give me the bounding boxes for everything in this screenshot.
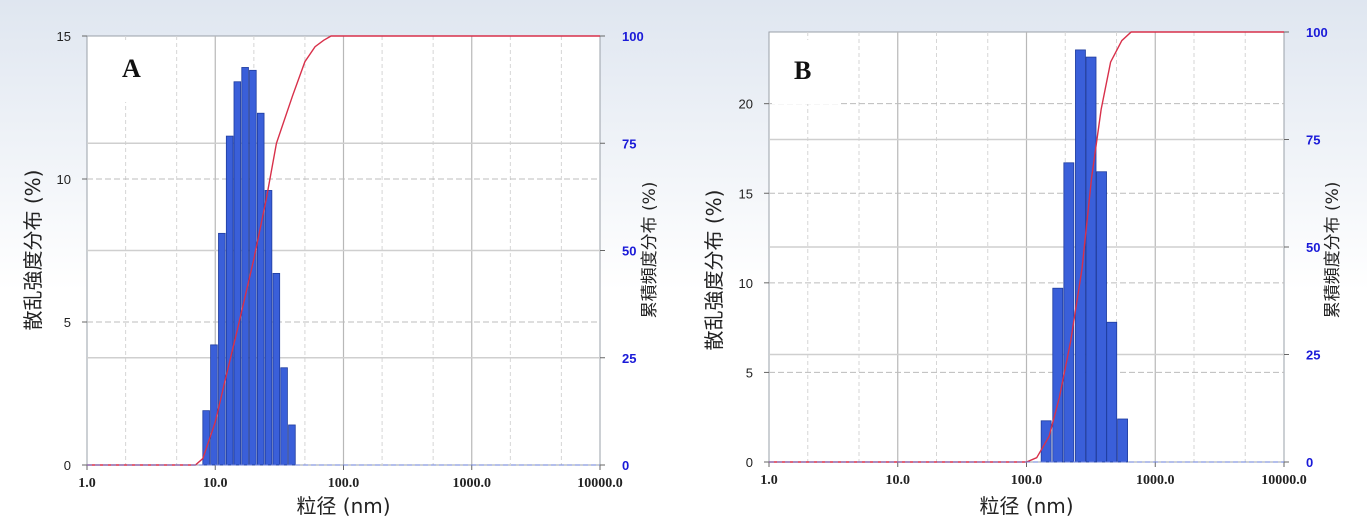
x-axis-label: 粒径 (nm) (296, 494, 390, 518)
y-axis-label-left: 散乱強度分布 (%) (21, 170, 45, 331)
y-axis-label-right: 累積頻度分布 (%) (640, 182, 660, 319)
y-tick-label-left: 0 (64, 458, 71, 473)
y-axis-label-left: 散乱強度分布 (%) (702, 190, 726, 351)
y-tick-label-left: 20 (739, 97, 753, 112)
x-tick-label: 100.0 (1011, 473, 1043, 488)
x-tick-label: 1000.0 (1136, 473, 1175, 488)
histogram-bar (1085, 56, 1097, 463)
histogram-bar (218, 232, 226, 466)
histogram-bar (1075, 49, 1086, 463)
histogram-bar (249, 69, 257, 466)
y-tick-label-right: 50 (1306, 240, 1320, 255)
y-tick-label-right: 75 (1306, 133, 1320, 148)
x-tick-label: 1000.0 (453, 476, 492, 491)
x-tick-label: 10.0 (203, 476, 228, 491)
y-tick-label-right: 50 (622, 244, 636, 259)
y-tick-label-right: 0 (1306, 455, 1313, 470)
panel-label: B (794, 56, 811, 85)
x-tick-label: 10.0 (886, 473, 911, 488)
x-tick-label: 100.0 (328, 476, 360, 491)
histogram-bar (272, 272, 281, 466)
x-tick-label: 10000.0 (1261, 473, 1307, 488)
y-tick-label-right: 25 (622, 351, 636, 366)
y-tick-label-right: 0 (622, 458, 629, 473)
histogram-bar (233, 81, 242, 466)
histogram-bar (241, 67, 249, 466)
y-tick-label-right: 75 (622, 136, 636, 151)
histogram-bar (288, 424, 296, 466)
histogram-bar (256, 112, 265, 466)
x-tick-label: 1.0 (78, 476, 96, 491)
histogram-bar (1106, 321, 1118, 463)
chart-panel-a: 1.0 10.0 100.0 1000.0 10000.0 0 5 10 15 0 25 50 75 10… (0, 0, 683, 527)
y-tick-label-left: 10 (739, 276, 753, 291)
histogram-bar (210, 344, 218, 466)
y-tick-label-right: 100 (622, 29, 644, 44)
y-axis-label-right: 累積頻度分布 (%) (1323, 182, 1343, 319)
histogram-bar (1052, 287, 1064, 463)
panel-label-box (92, 40, 162, 102)
histogram-bar (225, 135, 234, 466)
y-tick-label-left: 10 (57, 172, 71, 187)
histogram-bar (1096, 171, 1107, 463)
y-tick-label-left: 0 (746, 455, 753, 470)
histogram-bar (1063, 162, 1075, 463)
y-tick-label-right: 100 (1306, 25, 1328, 40)
y-tick-label-left: 15 (57, 29, 71, 44)
chart-a-svg: 1.0 10.0 100.0 1000.0 10000.0 0 5 10 15 0 25 50 75 10… (0, 0, 683, 527)
panel-label-box (772, 40, 840, 104)
x-axis-label: 粒径 (nm) (979, 494, 1073, 518)
y-tick-label-left: 15 (739, 186, 753, 201)
chart-panel-b: 1.0 10.0 100.0 1000.0 10000.0 0 5 10 15 20 0 25 50 75… (683, 0, 1367, 527)
histogram-bar (264, 190, 273, 466)
y-tick-label-left: 5 (746, 365, 753, 380)
panel-label: A (122, 54, 141, 83)
histogram-bar (1117, 418, 1128, 463)
chart-b-svg: 1.0 10.0 100.0 1000.0 10000.0 0 5 10 15 20 0 25 50 75… (683, 0, 1367, 527)
histogram-bar (280, 367, 288, 466)
y-tick-label-left: 5 (64, 315, 71, 330)
y-tick-label-right: 25 (1306, 348, 1320, 363)
x-tick-label: 1.0 (760, 473, 778, 488)
x-tick-label: 10000.0 (577, 476, 623, 491)
cumulative-line (87, 35, 600, 466)
cumulative-line (769, 31, 1284, 463)
